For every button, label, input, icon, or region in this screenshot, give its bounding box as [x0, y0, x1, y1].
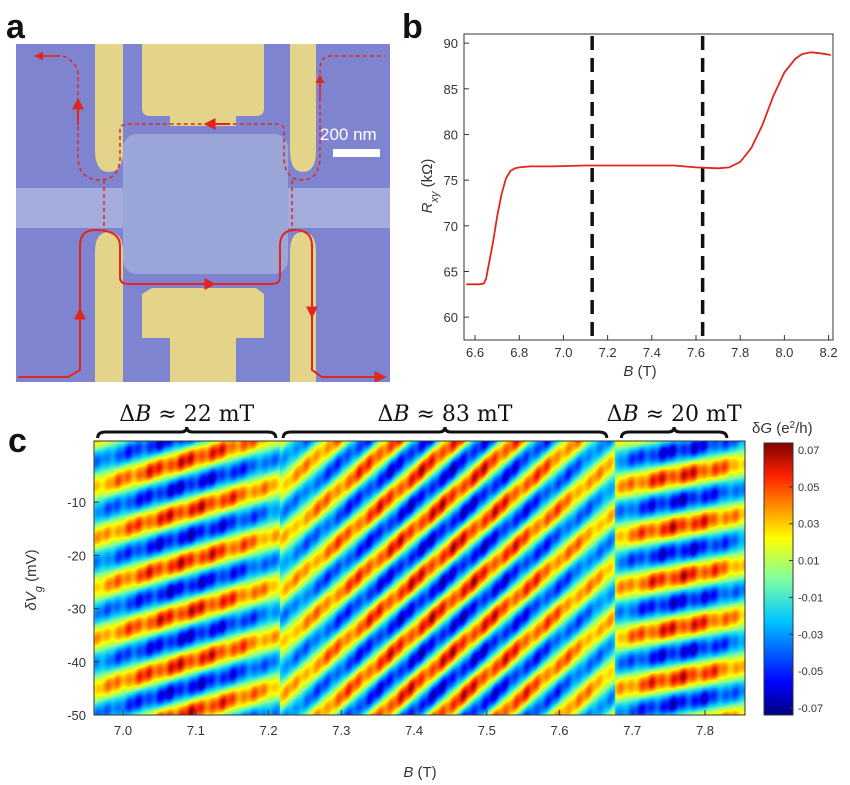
x-tick-label-c: 7.1: [187, 723, 205, 738]
y-tick-label-b: 75: [444, 173, 458, 188]
heatmap-canvas: [94, 441, 745, 715]
gate-top-right: [290, 44, 316, 172]
gate-top-left: [95, 44, 123, 172]
chart-c: 7.0 7.1 7.2 7.3 7.4 7.5 7.6 7.7 7.8 -10 -20 -30 -40…: [23, 402, 823, 781]
x-tick-label-c: 7.2: [260, 723, 278, 738]
x-tick-label-c: 7.3: [332, 723, 350, 738]
y-tick-label-b: 85: [444, 82, 458, 97]
y-tick-label-b: 90: [444, 36, 458, 51]
y-tick-label-c: -30: [67, 602, 86, 617]
x-tick-label-c: 7.5: [478, 723, 496, 738]
x-tick-label-c: 7.7: [623, 723, 641, 738]
x-tick-label-b: 6.8: [510, 345, 528, 360]
colorbar-tick-label: 0.07: [798, 445, 819, 457]
colorbar-tick-label: -0.03: [798, 629, 823, 641]
gate-bottom-left: [95, 232, 123, 382]
colorbar-tick-label: -0.07: [798, 703, 823, 715]
x-tick-label-c: 7.0: [114, 723, 132, 738]
colorbar-tick-label: 0.05: [798, 482, 819, 494]
bracket: [281, 426, 609, 439]
x-tick-label-b: 6.6: [466, 345, 484, 360]
plot-frame-c: [93, 440, 746, 716]
panel-label-b: b: [402, 8, 423, 46]
central-island: [123, 134, 288, 274]
y-tick-label-c: -50: [67, 708, 86, 723]
series-line-rxy: [466, 51, 831, 286]
colorbar-tick-label: -0.05: [798, 666, 823, 678]
bracket-label: ΔB ≈ 83 mT: [377, 402, 512, 427]
y-axis-label-c: δVg (mV): [23, 549, 45, 610]
x-tick-label-c: 7.6: [550, 723, 568, 738]
x-tick-label-b: 7.4: [643, 345, 661, 360]
x-tick-label-b: 8.0: [775, 345, 793, 360]
edge-path-dashed: [35, 55, 385, 181]
scale-bar: [333, 149, 380, 157]
colorbar-tick-label: 0.03: [798, 519, 819, 531]
x-tick-label-b: 7.2: [599, 345, 617, 360]
gate-bottom-right: [290, 232, 316, 382]
y-axis-label-b: Rxy (kΩ): [419, 159, 441, 214]
y-tick-label-b: 70: [444, 219, 458, 234]
x-tick-label-b: 7.0: [554, 345, 572, 360]
y-tick-label-b: 60: [444, 310, 458, 325]
y-tick-label-c: -20: [67, 548, 86, 563]
x-tick-label-b: 8.2: [820, 345, 838, 360]
bracket-label: ΔB ≈ 22 mT: [119, 402, 254, 427]
y-tick-label-b: 65: [444, 264, 458, 279]
x-tick-label-b: 7.8: [731, 345, 749, 360]
chart-b: 6.6 6.8 7.0 7.2 7.4 7.6 7.8 8.0 8.2 60 65 70 75 80 85…: [419, 33, 838, 380]
y-tick-label-b: 80: [444, 127, 458, 142]
panel-label-c: c: [8, 422, 27, 460]
bracket: [96, 426, 278, 439]
y-tick-label-c: -40: [67, 655, 86, 670]
plot-frame-b: [463, 33, 834, 341]
colorbar-tick-label: -0.01: [798, 592, 823, 604]
panel-label-a: a: [6, 8, 26, 46]
colorbar-label: δG (e2/h): [752, 420, 813, 438]
bracket-label: ΔB ≈ 20 mT: [607, 402, 742, 427]
x-axis-label-c: B (T): [403, 764, 436, 781]
x-tick-label-b: 7.6: [687, 345, 705, 360]
x-axis-label-b: B (T): [623, 363, 656, 380]
colorbar-tick-label: 0.01: [798, 556, 819, 568]
sem-image: 200 nm: [16, 44, 390, 382]
colorbar: [763, 442, 794, 716]
scale-bar-label: 200 nm: [320, 125, 377, 144]
gate-bottom-plunger: [142, 288, 264, 382]
gate-top-plunger: [142, 44, 264, 116]
y-tick-label-c: -10: [67, 495, 86, 510]
bracket: [619, 426, 729, 439]
x-tick-label-c: 7.4: [405, 723, 423, 738]
x-tick-label-c: 7.8: [696, 723, 714, 738]
